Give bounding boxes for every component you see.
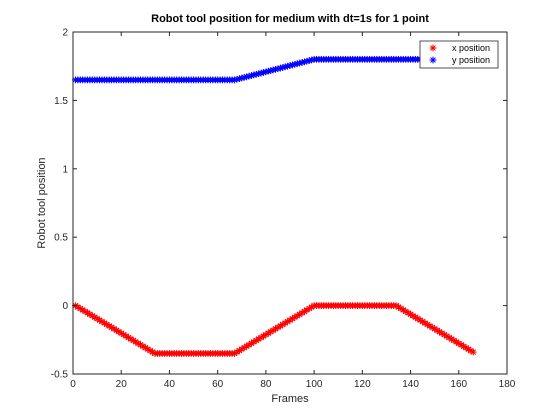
- y-tick-label: 0: [62, 301, 68, 312]
- y-axis-label: Robot tool position: [36, 157, 48, 248]
- data-point: [469, 348, 477, 356]
- axes-layer: 0 20 40 60 80 100 120 140 160 180-0.500.511.52: [51, 28, 516, 391]
- x-tick-label: 40: [164, 379, 176, 390]
- chart-title: Robot tool position for medium with dt=1…: [151, 13, 429, 25]
- x-tick-label: 140: [402, 379, 419, 390]
- series-layer: [72, 55, 477, 357]
- x-axis-label: Frames: [271, 393, 309, 405]
- x-tick-label: 120: [354, 379, 371, 390]
- x-tick-label: 60: [212, 379, 224, 390]
- data-point: [267, 67, 275, 74]
- axes-box: [72, 31, 508, 375]
- series-x-position: [72, 302, 477, 357]
- data-point: [281, 63, 289, 71]
- legend-label: x position: [452, 43, 490, 53]
- legend-marker: [429, 56, 437, 64]
- y-tick-label: 0.5: [54, 233, 68, 244]
- data-point: [291, 313, 299, 321]
- y-tick-label: 1: [62, 164, 68, 175]
- y-tick-label: 1.5: [54, 96, 68, 107]
- data-point: [269, 66, 277, 74]
- x-tick-label: 180: [499, 379, 516, 390]
- data-point: [402, 308, 410, 315]
- x-tick-label: 80: [260, 379, 272, 390]
- data-point: [431, 325, 439, 333]
- data-point: [245, 72, 253, 80]
- y-tick-label: 2: [62, 28, 68, 39]
- legend-label: y position: [452, 55, 490, 65]
- data-point: [269, 326, 277, 334]
- y-tick-label: -0.5: [51, 370, 69, 381]
- x-tick-label: 160: [450, 379, 467, 390]
- x-tick-label: 100: [306, 379, 323, 390]
- x-tick-label: 0: [70, 379, 76, 390]
- legend-marker: [429, 44, 437, 52]
- legend-entry: x position: [429, 43, 490, 53]
- data-point: [250, 338, 258, 346]
- plot-area: 0 20 40 60 80 100 120 140 160 180-0.500.511.52: [51, 28, 516, 391]
- data-point: [252, 70, 260, 78]
- legend: x position y position: [419, 40, 499, 69]
- x-tick-label: 20: [116, 379, 128, 390]
- legend-entry: y position: [429, 55, 490, 65]
